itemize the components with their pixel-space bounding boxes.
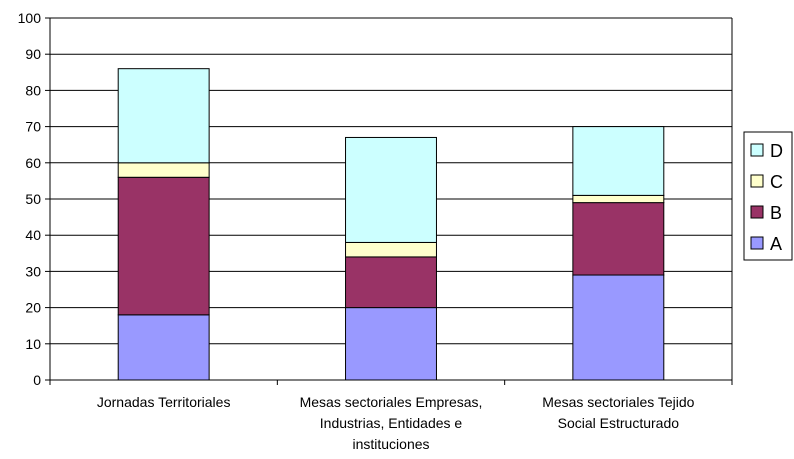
- y-tick-label: 40: [25, 227, 41, 243]
- legend-swatch-c: [750, 174, 764, 188]
- y-tick-label: 60: [25, 155, 41, 171]
- axes: 0 10 20 30 40 50 60 70 80 90 100 Jornadas Territori…: [18, 10, 733, 452]
- y-tick-label: 90: [25, 46, 41, 62]
- x-category-label: Industrias, Entidades e: [320, 415, 463, 431]
- x-category-label: instituciones: [352, 436, 429, 452]
- bar-segment-d: [572, 126, 665, 196]
- legend-label-a: A: [770, 234, 782, 254]
- y-tick-label: 100: [18, 10, 42, 26]
- bars: [117, 68, 665, 381]
- bar-segment-a: [345, 307, 437, 381]
- y-tick-label: 10: [25, 336, 41, 352]
- bar-segment-b: [117, 176, 210, 316]
- bar-segment-c: [345, 241, 437, 258]
- x-category-label: Mesas sectoriales Tejido: [542, 394, 694, 410]
- bar-segment-a: [117, 314, 210, 381]
- legend-swatch-a: [750, 236, 764, 250]
- bar-segment-c: [572, 194, 665, 204]
- bar-segment-d: [117, 68, 210, 164]
- x-category-label: Social Estructurado: [558, 415, 680, 431]
- x-category-label: Mesas sectoriales Empresas,: [300, 394, 483, 410]
- legend-swatch-d: [750, 143, 764, 157]
- y-tick-label: 80: [25, 82, 41, 98]
- y-tick-label: 20: [25, 300, 41, 316]
- y-tick-label: 0: [33, 372, 41, 388]
- y-tick-label: 30: [25, 263, 41, 279]
- legend-swatch-b: [750, 205, 764, 219]
- legend-label-c: C: [770, 172, 783, 192]
- legend-label-d: D: [770, 141, 783, 161]
- legend-label-b: B: [770, 203, 782, 223]
- bar-segment-d: [345, 136, 437, 243]
- bar-segment-b: [345, 256, 437, 309]
- bar-segment-a: [572, 274, 665, 381]
- x-category-label: Jornadas Territoriales: [97, 394, 231, 410]
- y-tick-label: 70: [25, 119, 41, 135]
- y-tick-label: 50: [25, 191, 41, 207]
- bar-segment-c: [117, 162, 210, 178]
- bar-segment-b: [572, 202, 665, 276]
